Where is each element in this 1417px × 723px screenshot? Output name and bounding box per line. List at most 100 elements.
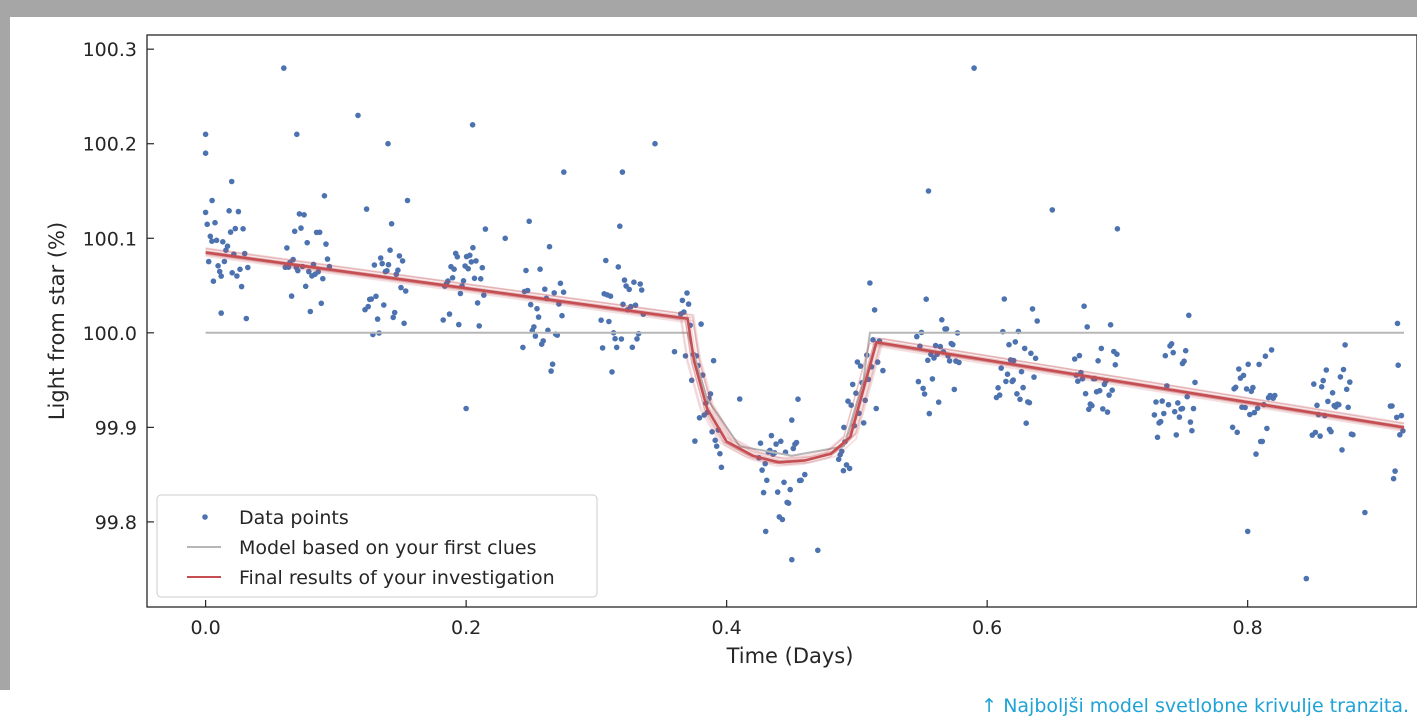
data-point xyxy=(1095,358,1101,364)
data-point xyxy=(1317,433,1323,439)
data-point xyxy=(220,239,226,245)
data-point xyxy=(241,250,248,257)
data-point xyxy=(481,292,487,298)
data-point xyxy=(285,264,292,270)
data-point xyxy=(1339,447,1345,453)
data-point xyxy=(712,437,718,444)
data-point xyxy=(446,311,453,317)
data-point xyxy=(1336,401,1342,408)
data-point xyxy=(440,317,447,323)
data-point xyxy=(355,112,361,119)
data-point xyxy=(1229,424,1236,431)
data-point xyxy=(557,280,564,287)
posterior-sample-line xyxy=(205,248,1405,460)
data-point xyxy=(795,396,801,403)
data-point xyxy=(1268,347,1275,353)
data-point xyxy=(839,448,845,455)
data-point xyxy=(620,301,626,308)
window-left-bar xyxy=(0,0,10,690)
data-point xyxy=(759,467,765,473)
data-point xyxy=(793,439,800,446)
figure-caption[interactable]: ↑ Najboljši model svetlobne krivulje tran… xyxy=(981,695,1409,717)
posterior-sample-line xyxy=(205,252,1405,465)
data-point xyxy=(532,333,539,339)
data-point xyxy=(524,287,531,294)
data-point xyxy=(757,440,764,447)
data-point xyxy=(451,266,457,272)
data-point xyxy=(1328,428,1334,435)
data-point xyxy=(939,317,945,323)
data-point xyxy=(1350,431,1356,438)
data-point xyxy=(1001,296,1008,302)
data-point xyxy=(1086,406,1092,413)
data-point xyxy=(1311,381,1317,387)
data-point xyxy=(302,283,309,290)
data-point xyxy=(773,441,779,447)
data-point xyxy=(617,223,623,229)
posterior-sample-line xyxy=(205,253,1405,465)
data-point xyxy=(880,367,886,374)
y-tick-label: 99.8 xyxy=(95,512,137,534)
data-point xyxy=(1164,383,1170,389)
data-point xyxy=(1390,475,1397,482)
data-point xyxy=(848,402,854,409)
posterior-sample-line xyxy=(205,253,1405,466)
data-point xyxy=(1187,419,1194,425)
data-point xyxy=(232,225,239,232)
data-point xyxy=(1017,396,1023,403)
data-point xyxy=(526,218,532,225)
data-point xyxy=(760,489,767,496)
data-point xyxy=(950,341,956,348)
data-point xyxy=(790,445,797,452)
data-point xyxy=(1389,403,1395,409)
data-point xyxy=(802,471,808,478)
data-point xyxy=(789,556,795,563)
data-point xyxy=(815,547,821,554)
posterior-sample-line xyxy=(205,250,1405,463)
data-point xyxy=(607,293,614,300)
data-point xyxy=(316,229,323,236)
data-point xyxy=(1003,378,1009,385)
data-point xyxy=(1114,351,1120,358)
data-point xyxy=(1012,339,1019,345)
data-point xyxy=(215,263,221,269)
data-point xyxy=(520,344,526,351)
data-point xyxy=(619,169,626,175)
data-point xyxy=(202,209,209,216)
data-point xyxy=(1247,411,1253,418)
y-tick-label: 100.3 xyxy=(83,39,137,61)
data-point xyxy=(845,398,851,405)
data-point xyxy=(638,287,645,293)
data-point xyxy=(762,460,768,467)
data-point xyxy=(296,211,303,217)
data-point xyxy=(1081,303,1087,310)
data-point xyxy=(456,321,462,328)
data-point xyxy=(204,221,210,228)
data-point xyxy=(294,131,300,138)
data-point xyxy=(284,245,290,251)
data-point xyxy=(1028,350,1034,357)
data-point xyxy=(717,450,723,457)
data-point xyxy=(290,256,296,263)
data-point xyxy=(560,289,567,296)
data-point xyxy=(226,208,232,214)
data-point xyxy=(460,278,467,284)
data-point xyxy=(202,150,209,156)
data-point xyxy=(234,273,240,279)
data-point xyxy=(1071,356,1078,362)
data-point xyxy=(1181,358,1187,365)
data-point xyxy=(671,348,678,355)
data-point xyxy=(202,131,209,138)
data-point xyxy=(1395,362,1401,369)
data-point xyxy=(542,286,548,293)
data-point xyxy=(599,345,606,351)
data-point xyxy=(1393,414,1400,421)
data-point xyxy=(1112,362,1119,368)
data-point xyxy=(1082,390,1089,397)
data-point xyxy=(1394,320,1401,327)
x-axis-label: Time (Days) xyxy=(726,644,854,668)
data-point xyxy=(920,385,926,392)
data-point xyxy=(929,376,936,382)
data-point xyxy=(1250,384,1256,391)
data-point xyxy=(377,255,384,261)
